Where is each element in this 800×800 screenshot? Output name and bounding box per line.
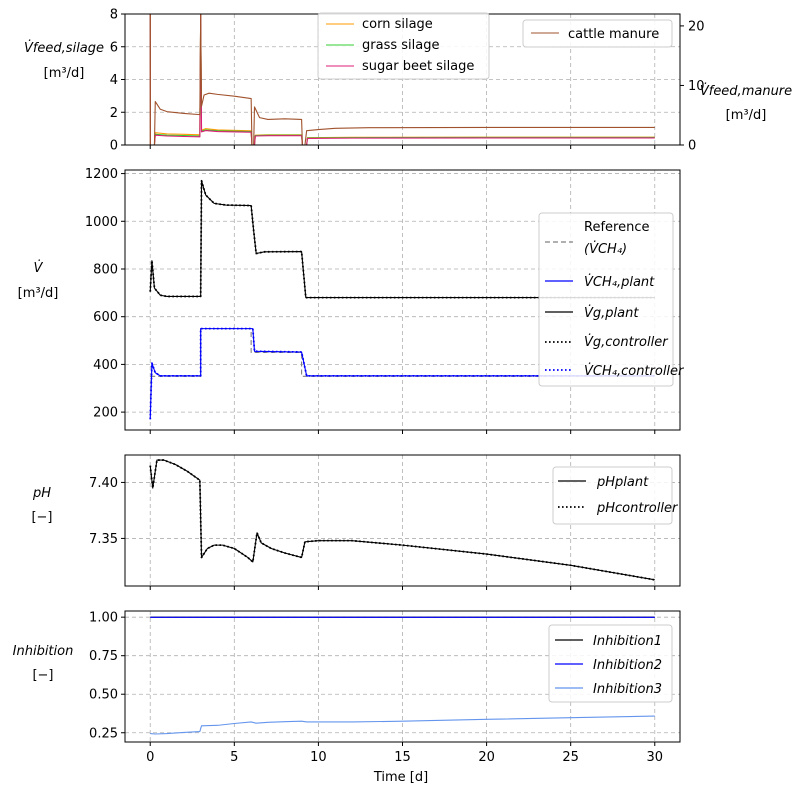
ph-ylabel-main: pH [32, 486, 51, 501]
y-tick-label: 0 [110, 139, 118, 154]
feed-x-ticks [149, 145, 656, 149]
feed-legend-silage-box [317, 12, 490, 80]
feed-y2-ticks: 0 10 20 [680, 19, 705, 154]
inhibition-ylabel-unit: [−] [32, 668, 53, 683]
legend-label-ph-controller: pHcontroller [596, 501, 679, 516]
gas-legend: Reference (V̇CH₄) V̇CH₄,plant V̇g,plant … [538, 212, 685, 387]
legend-label-g-plant: V̇g,plant [584, 306, 639, 321]
x-tick-label: 5 [230, 750, 238, 765]
series-line-inhibition3 [150, 715, 655, 735]
x-axis-label: Time [d] [373, 770, 428, 785]
gas-series [149, 179, 655, 420]
legend-label-cattle-manure: cattle manure [568, 27, 659, 42]
x-tick-label: 20 [478, 750, 495, 765]
feed-ylabel-unit: [m³/d] [44, 66, 85, 81]
series-line-sugar-beet-silage [149, 14, 655, 145]
feed-legend-manure: cattle manure [522, 19, 673, 48]
gas-panel: 200 400 600 800 1000 1200 V̇ [m³/d] Reference… [18, 167, 685, 434]
gas-legend-box [538, 212, 674, 387]
inhibition-panel: 0.25 0.50 0.75 1.00 0 5 10 15 20 25 30 Inhibition… [13, 610, 681, 785]
y2-tick-label: 20 [688, 19, 705, 34]
ph-series [149, 459, 655, 581]
gas-y-ticks: 200 400 600 800 1000 1200 [85, 167, 125, 421]
y-tick-label: 0.50 [89, 688, 118, 703]
x-tick-label: 25 [562, 750, 579, 765]
x-tick-label: 30 [646, 750, 663, 765]
legend-label-reference-sub: (V̇CH₄) [584, 242, 627, 257]
y-tick-label: 0.75 [89, 649, 118, 664]
x-tick-label: 0 [146, 750, 154, 765]
y-tick-label: 0.25 [89, 726, 118, 741]
feed-ylabel-main: V̇feed,silage [24, 41, 104, 56]
y-tick-label: 4 [110, 73, 118, 88]
x-tick-label: 15 [394, 750, 411, 765]
feed-series [149, 14, 655, 145]
ph-ylabel-unit: [−] [31, 510, 52, 525]
y-tick-label: 200 [93, 406, 118, 421]
y2-tick-label: 10 [688, 79, 705, 94]
feed-panel: 0 2 4 6 8 0 10 20 V̇feed,silage [m³/d] V̇feed,… [24, 8, 792, 154]
legend-label-inhibition2: Inhibition2 [593, 658, 662, 673]
y-tick-label: 7.40 [89, 476, 118, 491]
inhibition-legend-box [548, 624, 673, 703]
legend-label-corn-silage: corn silage [362, 17, 433, 32]
legend-label-reference: Reference [584, 220, 649, 235]
legend-label-ch4-controller: V̇CH₄,controller [584, 364, 685, 379]
inhibition-series [150, 616, 655, 735]
inhibition-ylabel-main: Inhibition [13, 644, 74, 659]
feed-legend-manure-box [522, 19, 673, 48]
series-line-v-ch4-plant [149, 328, 655, 420]
y-tick-label: 7.35 [89, 532, 118, 547]
inhibition-y-ticks: 0.25 0.50 0.75 1.00 [89, 611, 125, 741]
y-tick-label: 1.00 [89, 611, 118, 626]
y-tick-label: 6 [110, 40, 118, 55]
legend-label-ph-plant: pHplant [596, 475, 649, 490]
y-tick-label: 1200 [85, 167, 118, 182]
legend-label-ch4-plant: V̇CH₄,plant [584, 275, 655, 290]
x-tick-label: 10 [310, 750, 327, 765]
y2-tick-label: 0 [688, 139, 696, 154]
y-tick-label: 2 [110, 106, 118, 121]
legend-label-g-controller: V̇g,controller [584, 335, 669, 350]
feed-legend-silage: corn silage grass silage sugar beet sila… [317, 12, 490, 80]
gas-x-ticks [149, 430, 656, 434]
ph-legend: pHplant pHcontroller [552, 466, 679, 525]
y-tick-label: 1000 [85, 215, 118, 230]
legend-label-sugar-beet-silage: sugar beet silage [362, 59, 474, 74]
feed-y2label-main: V̇feed,manure [700, 84, 792, 99]
series-line-phcontroller [149, 459, 655, 581]
feed-y2label-unit: [m³/d] [726, 108, 767, 123]
legend-label-inhibition3: Inhibition3 [593, 682, 662, 697]
inhibition-x-ticks: 0 5 10 15 20 25 30 [146, 742, 663, 765]
legend-label-inhibition1: Inhibition1 [593, 634, 662, 649]
ph-y-ticks: 7.35 7.40 [89, 476, 125, 547]
gas-ylabel-unit: [m³/d] [18, 286, 59, 301]
y-tick-label: 8 [110, 8, 118, 23]
ph-x-ticks [149, 586, 656, 590]
series-line-cattle-manure [149, 14, 655, 145]
feed-y-ticks: 0 2 4 6 8 [110, 8, 125, 154]
series-line-v-g-controller [149, 179, 655, 299]
ph-panel: 7.35 7.40 pH [−] pHplant pHcontroller [31, 454, 681, 590]
y-tick-label: 400 [93, 358, 118, 373]
y-tick-label: 600 [93, 310, 118, 325]
y-tick-label: 800 [93, 262, 118, 277]
legend-label-grass-silage: grass silage [362, 38, 439, 53]
inhibition-legend: Inhibition1 Inhibition2 Inhibition3 [548, 624, 673, 703]
gas-ylabel-main: V̇ [34, 261, 44, 276]
